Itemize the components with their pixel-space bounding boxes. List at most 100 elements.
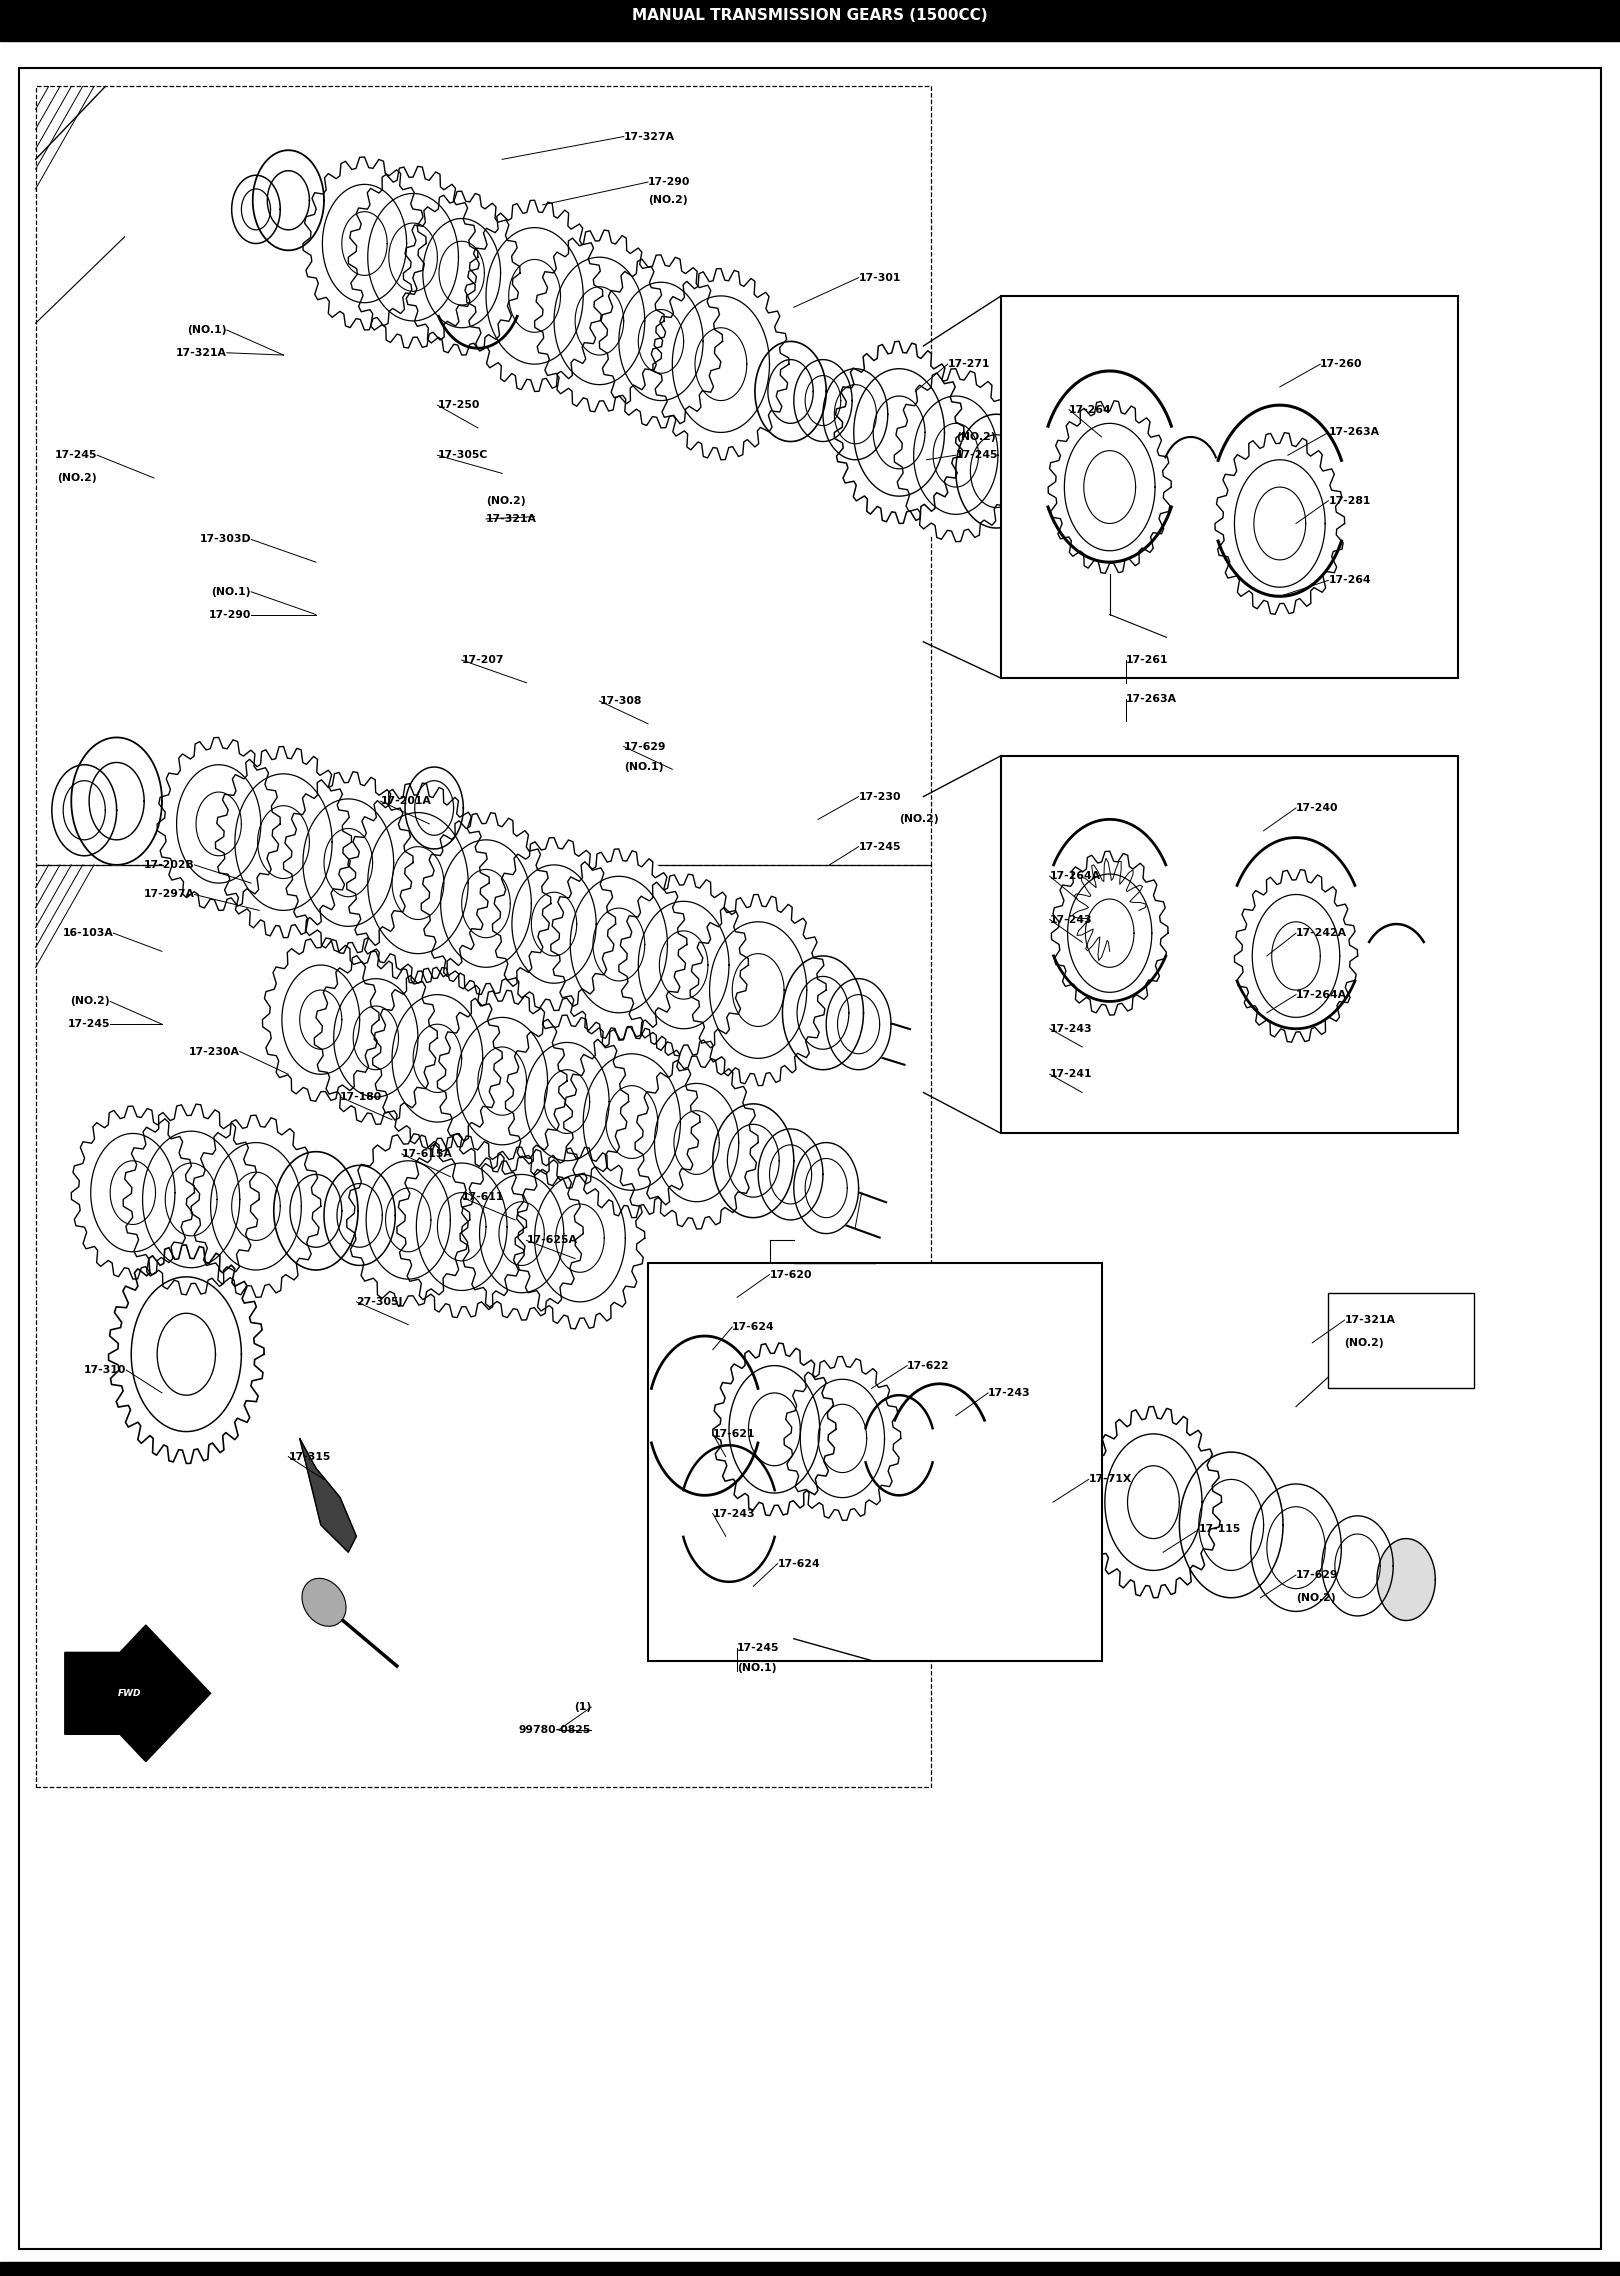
Text: 17-321A: 17-321A <box>486 514 536 523</box>
Polygon shape <box>109 1245 264 1463</box>
Polygon shape <box>619 874 748 1056</box>
Text: 17-281: 17-281 <box>1328 496 1371 505</box>
Polygon shape <box>784 1356 901 1520</box>
Text: 17-245: 17-245 <box>68 1020 110 1029</box>
Polygon shape <box>262 938 379 1102</box>
Text: (NO.2): (NO.2) <box>648 196 687 205</box>
Polygon shape <box>564 1026 700 1218</box>
Bar <box>648 1263 1102 1661</box>
Polygon shape <box>303 157 426 330</box>
Polygon shape <box>794 1143 859 1234</box>
Text: 17-625A: 17-625A <box>526 1236 577 1245</box>
Text: 17-290: 17-290 <box>648 178 690 187</box>
Polygon shape <box>253 150 324 250</box>
Text: (NO.2): (NO.2) <box>71 997 110 1006</box>
Text: 17-241: 17-241 <box>1050 1070 1092 1079</box>
Text: 17-301: 17-301 <box>859 273 901 282</box>
Text: 17-245: 17-245 <box>737 1643 779 1652</box>
Bar <box>1001 756 1458 1133</box>
Text: 17-271: 17-271 <box>948 360 990 369</box>
Text: 17-245: 17-245 <box>956 451 998 460</box>
Text: 17-115: 17-115 <box>1199 1525 1241 1534</box>
Text: 17-308: 17-308 <box>599 696 642 706</box>
Text: 17-620: 17-620 <box>770 1270 812 1279</box>
Text: FWD: FWD <box>118 1689 141 1698</box>
Text: 27-305J: 27-305J <box>356 1297 403 1306</box>
Text: 17-264A: 17-264A <box>1296 990 1346 999</box>
Polygon shape <box>467 200 603 391</box>
Polygon shape <box>713 1104 794 1218</box>
Polygon shape <box>1085 1407 1221 1598</box>
Text: 16-103A: 16-103A <box>63 929 113 938</box>
Polygon shape <box>1251 1484 1341 1611</box>
Polygon shape <box>515 1147 645 1329</box>
Text: (NO.1): (NO.1) <box>737 1664 776 1673</box>
Text: 17-263A: 17-263A <box>1126 694 1176 703</box>
Polygon shape <box>274 1152 358 1270</box>
Text: 99780-0825: 99780-0825 <box>518 1725 591 1734</box>
Text: 17-243: 17-243 <box>988 1388 1030 1397</box>
Polygon shape <box>232 175 280 244</box>
Text: 17-242A: 17-242A <box>1296 929 1346 938</box>
Text: 17-615A: 17-615A <box>402 1149 452 1158</box>
Text: (NO.2): (NO.2) <box>899 815 938 824</box>
Bar <box>1328 1293 1474 1388</box>
Text: (1): (1) <box>573 1702 591 1712</box>
Polygon shape <box>157 737 280 910</box>
Polygon shape <box>373 967 502 1149</box>
Polygon shape <box>300 1438 356 1552</box>
Text: 17-303D: 17-303D <box>199 535 251 544</box>
Polygon shape <box>823 369 888 460</box>
Polygon shape <box>71 737 162 865</box>
Text: 17-321A: 17-321A <box>1345 1316 1395 1325</box>
Text: 17-315: 17-315 <box>288 1452 330 1461</box>
Text: 17-201A: 17-201A <box>381 797 431 806</box>
Polygon shape <box>347 783 489 983</box>
Polygon shape <box>635 1056 758 1229</box>
Text: (NO.1): (NO.1) <box>624 762 663 772</box>
Polygon shape <box>782 956 863 1070</box>
Polygon shape <box>421 813 551 995</box>
Text: 17-290: 17-290 <box>209 610 251 619</box>
Text: 17-297A: 17-297A <box>144 890 194 899</box>
Text: 17-261: 17-261 <box>1126 655 1168 665</box>
Text: 17-230: 17-230 <box>859 792 901 801</box>
Polygon shape <box>284 772 413 954</box>
Text: MANUAL TRANSMISSION GEARS (1500CC): MANUAL TRANSMISSION GEARS (1500CC) <box>632 9 988 23</box>
Text: 17-245: 17-245 <box>55 451 97 460</box>
Text: 17-264: 17-264 <box>1328 576 1371 585</box>
Polygon shape <box>347 1133 470 1306</box>
Polygon shape <box>460 1147 583 1320</box>
Polygon shape <box>123 1104 259 1295</box>
Text: (NO.2): (NO.2) <box>58 473 97 483</box>
Text: 17-240: 17-240 <box>1296 803 1338 813</box>
Text: 17-245: 17-245 <box>859 842 901 851</box>
Text: 17-207: 17-207 <box>462 655 504 665</box>
Polygon shape <box>1215 432 1345 615</box>
Polygon shape <box>1234 869 1358 1042</box>
Bar <box>0 0 1620 41</box>
Polygon shape <box>65 1625 211 1762</box>
Text: (NO.2): (NO.2) <box>956 432 995 442</box>
Polygon shape <box>794 360 852 442</box>
Polygon shape <box>397 1136 526 1318</box>
Polygon shape <box>52 765 117 856</box>
Text: 17-243: 17-243 <box>1050 1024 1092 1033</box>
Text: 17-264A: 17-264A <box>1050 872 1100 881</box>
Polygon shape <box>324 1165 395 1265</box>
Polygon shape <box>492 838 616 1011</box>
Polygon shape <box>403 191 520 355</box>
Text: 17-321A: 17-321A <box>177 348 227 357</box>
Polygon shape <box>894 369 1017 542</box>
Text: 17-622: 17-622 <box>907 1361 949 1370</box>
Text: 17-250: 17-250 <box>437 401 480 410</box>
Polygon shape <box>1179 1452 1283 1598</box>
Polygon shape <box>826 979 891 1070</box>
Polygon shape <box>599 255 723 428</box>
Text: 17-71X: 17-71X <box>1089 1475 1132 1484</box>
Text: 17-264: 17-264 <box>1069 405 1111 414</box>
Polygon shape <box>437 990 567 1172</box>
Text: 17-202B: 17-202B <box>144 860 194 869</box>
Text: 17-260: 17-260 <box>1320 360 1362 369</box>
Polygon shape <box>348 166 478 348</box>
